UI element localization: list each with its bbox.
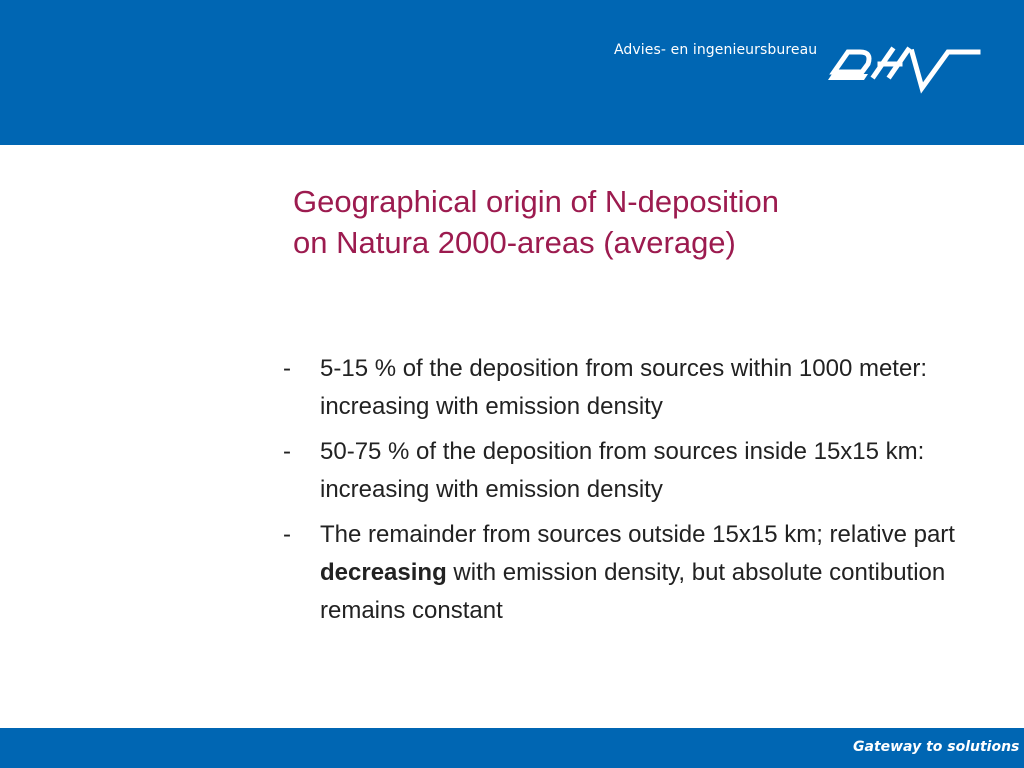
bullet-text-before: The remainder from sources outside 15x15… (320, 521, 955, 548)
bullet-marker: - (283, 438, 291, 465)
header-tagline: Advies- en ingenieursbureau (614, 42, 818, 58)
bullet-item: - 5-15 % of the deposition from sources … (283, 350, 983, 426)
bullet-list: - 5-15 % of the deposition from sources … (283, 350, 983, 637)
bullet-item: - 50-75 % of the deposition from sources… (283, 433, 983, 509)
footer-band: Gateway to solutions (0, 728, 1024, 768)
bullet-marker: - (283, 355, 291, 382)
bullet-text-after: with emission density, but absolute cont… (320, 559, 946, 624)
bullet-marker: - (283, 521, 291, 548)
dhv-logo (828, 46, 981, 94)
bullet-item: - The remainder from sources outside 15x… (283, 516, 983, 630)
slide-title: Geographical origin of N-deposition on N… (293, 181, 993, 263)
bullet-text: 5-15 % of the deposition from sources wi… (320, 355, 927, 420)
bullet-text: The remainder from sources outside 15x15… (320, 521, 955, 624)
slide-title-line-2: on Natura 2000-areas (average) (293, 225, 736, 260)
slide-title-line-1: Geographical origin of N-deposition (293, 184, 779, 219)
footer-tagline: Gateway to solutions (853, 739, 1020, 755)
header-band: Advies- en ingenieursbureau (0, 0, 1024, 145)
bullet-text: 50-75 % of the deposition from sources i… (320, 438, 925, 503)
bullet-text-bold: decreasing (320, 559, 447, 586)
